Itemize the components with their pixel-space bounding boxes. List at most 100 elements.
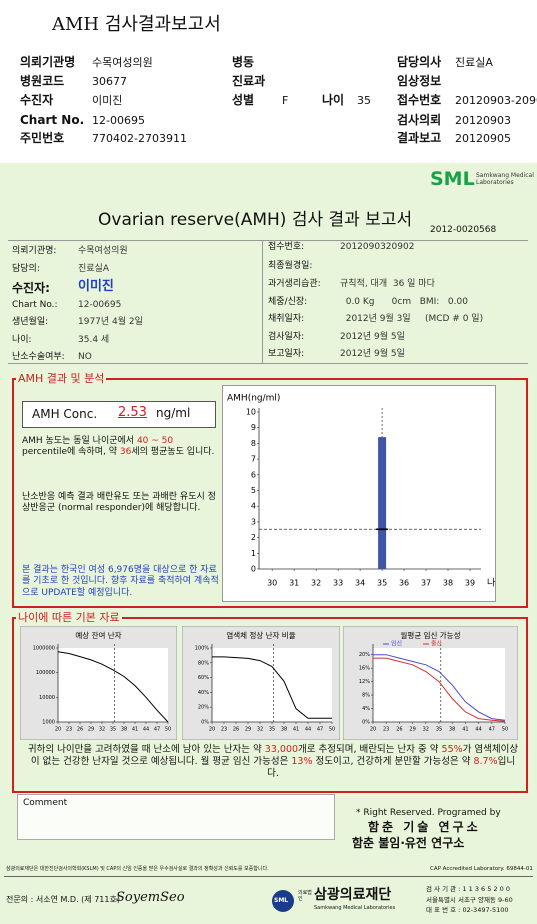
logo-subtitle: Samkwang Medical Laboratories — [476, 172, 534, 187]
legend-label: 임신 — [391, 640, 402, 648]
field-label: 생년월일: — [12, 317, 49, 327]
field-label: 병원코드 — [20, 74, 65, 88]
lab-number: 검 사 기 관 : 1 1 3 6 5 2 0 0 — [426, 885, 510, 893]
text: 귀하의 나이만을 고려하였을 때 난소에 남아 있는 난자는 약 — [27, 744, 265, 755]
y-tick-label: 10 — [246, 408, 256, 417]
y-tick-label: 4 — [251, 502, 256, 511]
field-label: 수진자: — [12, 281, 50, 295]
x-tick-label: 50 — [329, 727, 335, 733]
field-value: 1977년 4월 2일 — [78, 317, 143, 327]
series-line — [373, 657, 506, 722]
x-tick-label: 32 — [257, 727, 263, 733]
summary-text: 귀하의 나이만을 고려하였을 때 난소에 남아 있는 난자는 약 33,000개… — [26, 744, 520, 780]
field-label: 보고일자: — [268, 349, 305, 359]
text: 가 염색체이상이 없는 건강한 난자일 것으로 예상됩니다. 월 평균 임신 가… — [30, 744, 519, 767]
x-tick-label: 41 — [132, 727, 138, 733]
x-tick-label: 31 — [289, 579, 299, 588]
field-label: 결과보고 — [397, 131, 442, 145]
highlight: 40 ~ 50 — [136, 436, 174, 446]
field-value: 수목여성의원 — [78, 246, 128, 256]
x-tick-label: 44 — [143, 727, 149, 733]
y-tick-label: 2 — [251, 533, 256, 542]
x-tick-label: 44 — [475, 727, 481, 733]
field-value: 0.0 Kg 0cm BMI: 0.00 — [340, 297, 468, 307]
y-tick-label: 100000 — [36, 670, 55, 676]
comment-box — [17, 794, 335, 840]
y-tick-label: 8 — [251, 439, 256, 448]
field-label: 담당의: — [12, 264, 40, 274]
x-tick-label: 32 — [423, 727, 429, 733]
report-number: 2012-0020568 — [430, 225, 497, 235]
x-tick-label: 32 — [311, 579, 321, 588]
text: 세의 평균농도 입니다. — [131, 447, 215, 458]
info-frame — [8, 240, 528, 364]
x-tick-label: 35 — [110, 727, 116, 733]
x-tick-label: 26 — [77, 727, 83, 733]
highlight: 13% — [291, 755, 313, 767]
field-value: F — [282, 94, 289, 107]
logo: SML — [430, 168, 475, 190]
y-tick-label: 40% — [198, 690, 209, 696]
org-name: 삼광의료재단 — [314, 887, 392, 903]
y-tick-label: 8% — [362, 693, 370, 699]
field-value: 2012090320902 — [340, 242, 415, 252]
field-value: 20120905 — [455, 132, 511, 145]
org-english: Samkwang Medical Laboratories — [314, 905, 396, 911]
field-value: 2012년 9월 5일 — [340, 332, 405, 342]
x-tick-label: 41 — [293, 727, 299, 733]
x-tick-label: 20 — [370, 727, 376, 733]
field-label: 검사의뢰 — [397, 113, 442, 127]
analysis-text: 난소반응 예측 결과 배란유도 또는 과배란 유도시 정상반응군 (normal… — [22, 492, 216, 514]
y-tick-label: 1000000 — [33, 646, 55, 652]
plot-background — [212, 648, 332, 722]
y-tick-label: 3 — [251, 517, 256, 526]
legend-label: 출산 — [431, 640, 443, 648]
text: AMH 농도는 동일 나이군에서 — [22, 436, 137, 446]
x-tick-label: 26 — [396, 727, 402, 733]
y-tick-label: 10000 — [39, 695, 55, 701]
x-tick-label: 41 — [462, 727, 468, 733]
x-tick-label: 50 — [165, 727, 171, 733]
x-tick-label: 38 — [281, 727, 287, 733]
field-label: Chart No.: — [12, 300, 58, 310]
x-tick-label: 39 — [465, 579, 475, 588]
highlight: 55% — [441, 744, 463, 755]
credit-line: * Right Reserved. Programed by — [356, 808, 501, 818]
comment-label: Comment — [23, 798, 68, 808]
x-tick-label: 20 — [209, 727, 215, 733]
x-tick-label: 26 — [233, 727, 239, 733]
y-tick-label: 100% — [195, 646, 210, 652]
chart-title: 염색체 정상 난자 비율 — [226, 630, 295, 640]
field-value: 12-00695 — [92, 114, 145, 127]
text: 입니다. — [267, 755, 516, 779]
field-value: 35 — [357, 94, 371, 107]
y-tick-label: 16% — [359, 666, 370, 672]
plot-background — [58, 648, 168, 722]
highlight: 33,000 — [264, 744, 299, 755]
field-value: 20120903 — [455, 114, 511, 127]
field-label: 최종월경일: — [268, 261, 313, 271]
series-line — [212, 656, 332, 719]
field-value: 20120903-20902 — [455, 94, 537, 107]
y-axis-label: AMH(ng/ml) — [227, 394, 280, 404]
y-tick-label: 20% — [198, 705, 209, 711]
address: 서울특별시 서초구 양재동 9-60 — [426, 896, 513, 904]
x-tick-label: 32 — [99, 727, 105, 733]
x-tick-label: 35 — [377, 579, 387, 588]
analysis-note: 본 결과는 한국인 여성 6,976명을 대상으로 한 자료를 기초로 한 것입… — [22, 565, 219, 598]
x-tick-label: 38 — [449, 727, 455, 733]
field-label: 채취일자: — [268, 314, 305, 324]
footer-rule — [4, 876, 533, 877]
x-tick-label: 34 — [355, 579, 365, 588]
doc-title: AMH 검사결과보고서 — [52, 14, 221, 35]
series-line — [373, 654, 506, 721]
doctor: 전문의 : 서소연 M.D. (제 711호) — [6, 895, 120, 904]
footer-cap: CAP Accredited Laboratory. 69844-01 — [430, 866, 533, 872]
y-tick-label: 60% — [198, 675, 209, 681]
mini-chart: 0% 4% 8% 12% 16% 20% 20 23 26 29 32 35 38 41 44 47 50 월평균… — [343, 626, 518, 740]
divider — [262, 240, 263, 364]
field-value: 2012년 9월 3일 (MCD # 0 일) — [340, 314, 484, 324]
y-tick-label: 80% — [198, 660, 209, 666]
conc-label: AMH Conc. — [32, 407, 98, 421]
